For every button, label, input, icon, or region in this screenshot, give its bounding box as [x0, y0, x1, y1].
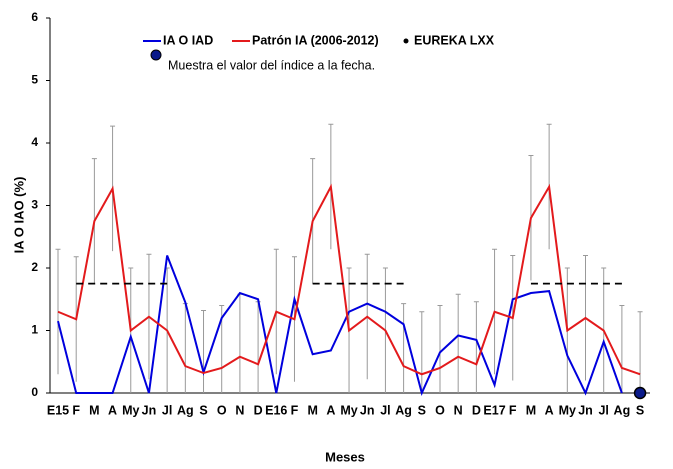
x-tick-label: D	[254, 403, 263, 417]
x-tick-label: E15	[47, 403, 69, 417]
y-tick-label: 5	[31, 73, 38, 87]
legend-swatch	[403, 38, 409, 44]
x-tick-label: S	[418, 403, 426, 417]
x-tick-label: E16	[265, 403, 287, 417]
y-tick-label: 6	[31, 10, 38, 24]
legend-label: IA O IAD	[163, 33, 213, 47]
x-tick-label: Jn	[142, 403, 157, 417]
legend-label: EUREKA LXX	[414, 33, 495, 47]
x-tick-label: Jl	[380, 403, 390, 417]
x-tick-label: Ag	[614, 403, 631, 417]
x-tick-label: A	[326, 403, 335, 417]
x-tick-label: Jl	[162, 403, 172, 417]
x-tick-label: E17	[483, 403, 505, 417]
x-tick-label: Jl	[598, 403, 608, 417]
x-tick-label: S	[199, 403, 207, 417]
x-tick-label: N	[454, 403, 463, 417]
y-tick-label: 1	[31, 323, 38, 337]
x-tick-label: F	[509, 403, 517, 417]
y-tick-label: 3	[31, 198, 38, 212]
x-tick-label: M	[307, 403, 317, 417]
series-line	[57, 255, 623, 396]
x-tick-label: F	[72, 403, 80, 417]
legend-swatch	[150, 49, 162, 61]
marker	[633, 386, 647, 400]
y-axis-label: IA O IAO (%)	[11, 177, 26, 254]
x-tick-label: Jn	[360, 403, 375, 417]
x-tick-label: A	[545, 403, 554, 417]
x-tick-label: M	[89, 403, 99, 417]
x-tick-label: D	[472, 403, 481, 417]
x-tick-label: Ag	[177, 403, 194, 417]
x-tick-label: O	[435, 403, 445, 417]
annotation: Muestra el valor del índice a la fecha.	[168, 58, 375, 72]
x-tick-label: M	[526, 403, 536, 417]
x-tick-label: F	[291, 403, 299, 417]
legend-label: Patrón IA (2006-2012)	[252, 33, 379, 47]
x-tick-label: My	[122, 403, 139, 417]
x-tick-label: A	[108, 403, 117, 417]
y-tick-label: 0	[31, 385, 38, 399]
x-tick-label: My	[340, 403, 357, 417]
x-tick-label: My	[559, 403, 576, 417]
x-tick-label: Jn	[578, 403, 593, 417]
series-line	[57, 183, 641, 376]
x-tick-label: Ag	[395, 403, 412, 417]
x-tick-label: N	[235, 403, 244, 417]
x-axis-label: Meses	[325, 449, 365, 464]
x-tick-label: S	[636, 403, 644, 417]
y-tick-label: 2	[31, 260, 38, 274]
x-tick-label: O	[217, 403, 227, 417]
y-tick-label: 4	[31, 135, 38, 149]
